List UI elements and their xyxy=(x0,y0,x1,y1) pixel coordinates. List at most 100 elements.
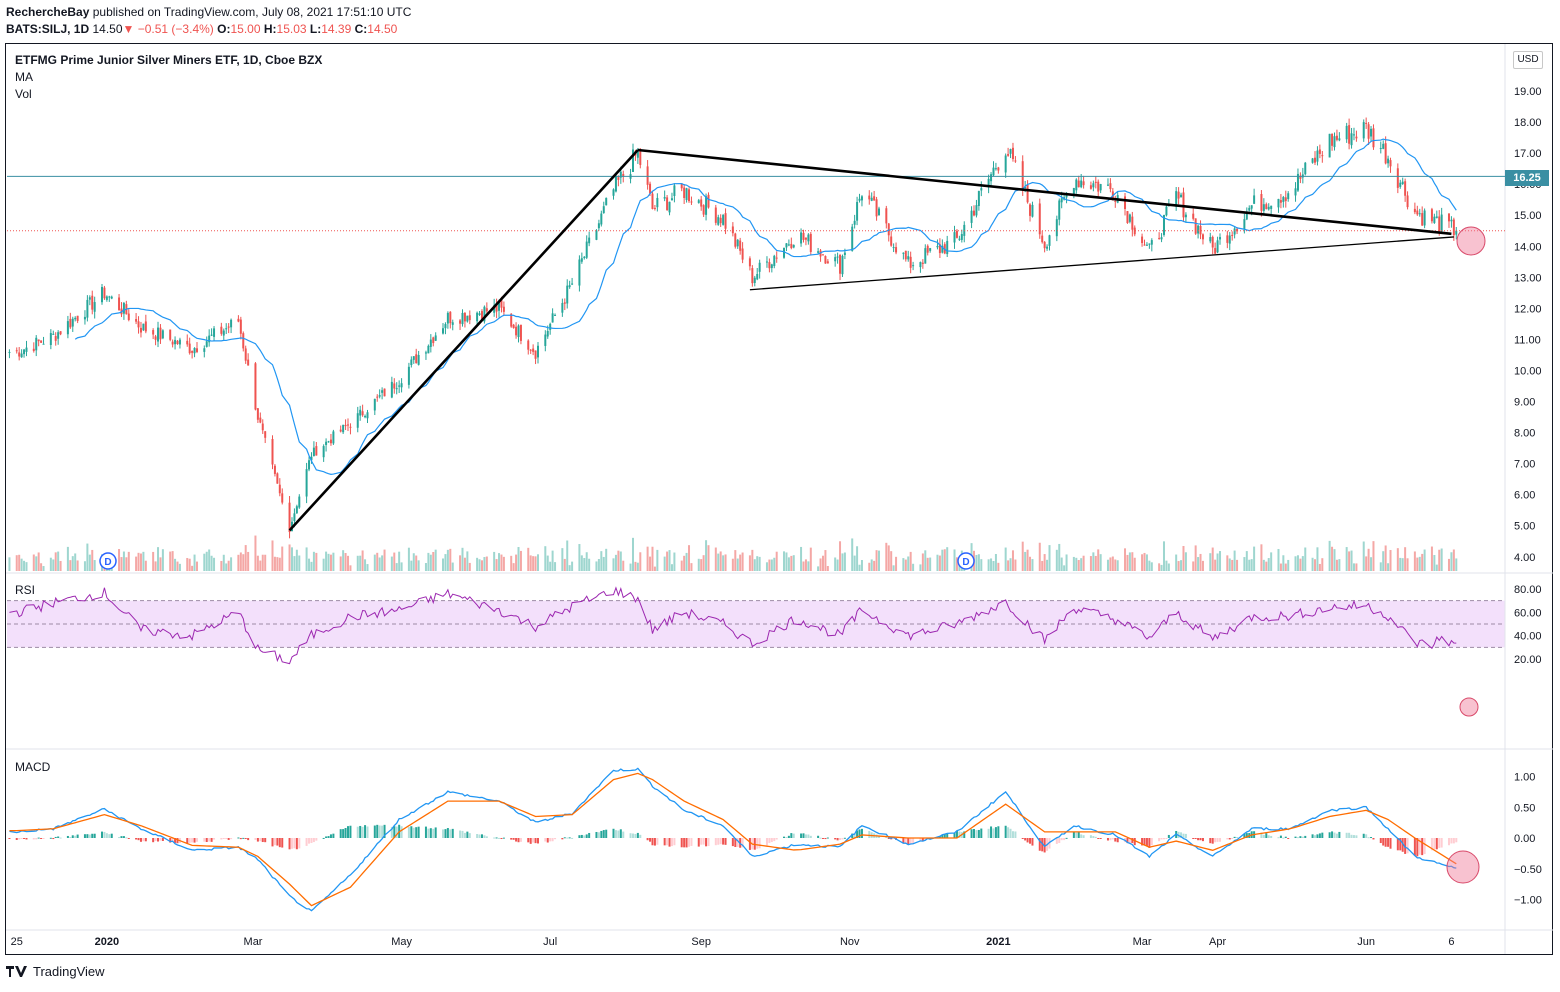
macd-tick-label: 1.00 xyxy=(1514,772,1535,784)
macd-tick-label: −1.00 xyxy=(1514,895,1542,907)
macd-histogram-bar xyxy=(1075,832,1078,838)
volume-bar xyxy=(237,554,240,571)
candle-body xyxy=(429,339,432,347)
macd-histogram-bar xyxy=(731,838,734,847)
price-tick-label: 18.00 xyxy=(1514,117,1542,129)
volume-bar xyxy=(646,546,649,571)
volume-bar xyxy=(809,547,812,571)
candle-body xyxy=(975,205,978,216)
candle-body xyxy=(91,295,94,310)
volume-bar xyxy=(1287,559,1290,571)
volume-bar xyxy=(700,559,703,571)
candle-body xyxy=(919,262,922,268)
volume-bar xyxy=(1184,552,1187,571)
volume-bar xyxy=(566,540,569,571)
candle-body xyxy=(853,220,856,225)
volume-bar xyxy=(1114,559,1117,571)
candle-body xyxy=(666,197,669,211)
macd-histogram-bar xyxy=(424,826,427,838)
volume-bar xyxy=(758,556,761,571)
macd-histogram-bar xyxy=(773,838,776,842)
macd-histogram-bar xyxy=(208,838,211,842)
candle-body xyxy=(1048,235,1051,246)
macd-histogram-bar xyxy=(1055,838,1058,844)
candle-body xyxy=(15,350,18,352)
macd-histogram-bar xyxy=(1041,838,1044,852)
volume-bar xyxy=(1216,553,1219,571)
candle-body xyxy=(717,217,720,225)
macd-histogram-bar xyxy=(1355,835,1358,838)
author-name[interactable]: RechercheBay xyxy=(6,5,90,19)
volume-bar xyxy=(527,547,530,571)
macd-histogram-bar xyxy=(1316,834,1319,838)
price-tick-label: 14.00 xyxy=(1514,241,1542,253)
candle-body xyxy=(1041,235,1044,243)
candle-body xyxy=(868,195,871,200)
volume-bar xyxy=(605,548,608,571)
volume-bar xyxy=(890,551,893,571)
macd-histogram-bar xyxy=(1007,827,1010,838)
candle-body xyxy=(758,262,761,272)
candle-body xyxy=(203,348,206,352)
volume-bar xyxy=(756,556,759,571)
candle-body xyxy=(512,324,515,328)
candle-body xyxy=(834,257,837,262)
volume-bar xyxy=(1389,550,1392,571)
macd-tick-label: 0.00 xyxy=(1514,833,1535,845)
volume-bar xyxy=(800,546,803,571)
volume-bar xyxy=(1367,548,1370,571)
macd-histogram-bar xyxy=(144,838,147,842)
open-value: 15.00 xyxy=(230,22,261,36)
candle-body xyxy=(222,330,225,336)
candle-body xyxy=(904,250,907,260)
macd-histogram-bar xyxy=(532,838,535,843)
volume-bar xyxy=(293,556,296,571)
macd-histogram-bar xyxy=(673,838,676,846)
volume-bar xyxy=(66,546,69,571)
macd-histogram-bar xyxy=(1270,835,1273,838)
candle-body xyxy=(1345,125,1348,140)
macd-histogram-bar xyxy=(1162,838,1165,840)
candle-body xyxy=(259,417,262,423)
macd-histogram-bar xyxy=(1063,838,1066,841)
candle-body xyxy=(1165,206,1168,216)
candle-body xyxy=(1046,246,1049,249)
volume-bar xyxy=(936,554,939,571)
chart-frame xyxy=(5,43,1553,955)
macd-histogram-bar xyxy=(329,834,332,838)
volume-bar xyxy=(1199,553,1202,571)
candle-body xyxy=(826,261,829,264)
macd-histogram-bar xyxy=(705,838,708,847)
footer-brand[interactable]: TradingView xyxy=(6,964,105,979)
candle-body xyxy=(242,333,245,349)
volume-bar xyxy=(1253,546,1256,571)
macd-histogram-bar xyxy=(1014,831,1017,838)
candle-body xyxy=(597,223,600,229)
volume-bar xyxy=(364,559,367,571)
currency-button[interactable]: USD xyxy=(1513,51,1543,69)
macd-histogram-bar xyxy=(349,825,352,838)
candle-body xyxy=(1029,204,1032,216)
candle-body xyxy=(1262,204,1265,211)
candle-body xyxy=(227,326,230,328)
macd-histogram-bar xyxy=(1226,838,1229,840)
candle-body xyxy=(57,332,60,339)
macd-histogram-bar xyxy=(108,834,111,838)
macd-histogram-bar xyxy=(1082,835,1085,838)
macd-histogram-bar xyxy=(66,835,69,838)
macd-histogram-bar xyxy=(1038,838,1041,851)
macd-histogram-bar xyxy=(120,836,123,838)
volume-bar xyxy=(373,554,376,571)
candle-body xyxy=(858,198,861,201)
candle-body xyxy=(483,306,486,322)
volume-bar xyxy=(1335,559,1338,571)
volume-bar xyxy=(54,552,57,571)
volume-bar xyxy=(225,563,228,571)
macd-histogram-bar xyxy=(93,833,96,838)
candle-body xyxy=(688,189,691,202)
macd-histogram-bar xyxy=(851,833,854,838)
candle-body xyxy=(76,315,79,321)
candle-body xyxy=(639,149,642,165)
volume-bar xyxy=(1270,552,1273,571)
